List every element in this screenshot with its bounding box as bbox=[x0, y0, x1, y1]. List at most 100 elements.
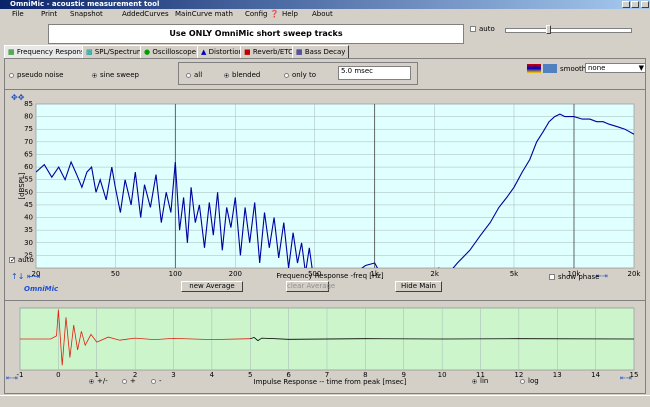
menu-item[interactable]: About bbox=[312, 10, 333, 18]
y-tick-label: 50 bbox=[24, 188, 33, 196]
menu-item[interactable]: Print bbox=[41, 10, 58, 18]
show-phase-label: show phase bbox=[558, 273, 600, 281]
time-value: 5.0 msec bbox=[341, 67, 373, 75]
smoothing-select[interactable]: none ▼ bbox=[585, 63, 646, 73]
y-tick-label: 55 bbox=[24, 176, 33, 184]
zoom-icons[interactable]: ✥✥ bbox=[11, 93, 25, 102]
x-tick-label: 9 bbox=[402, 371, 406, 379]
x-tick-label: 2k bbox=[430, 270, 439, 278]
radio-label: blended bbox=[232, 71, 261, 79]
tab-label: SPL/Spectrum bbox=[94, 48, 144, 56]
x-tick-label: 1k bbox=[370, 270, 379, 278]
radio-label: pseudo noise bbox=[17, 71, 64, 79]
menu-item[interactable]: Config bbox=[245, 10, 268, 18]
tab[interactable]: ■ Reverb/ETC bbox=[240, 45, 298, 59]
x-tick-label: 2 bbox=[133, 371, 137, 379]
radio-option[interactable]: log bbox=[520, 377, 539, 385]
radio-label: lin bbox=[480, 377, 489, 385]
radio-label: log bbox=[528, 377, 539, 385]
y-tick-label: 35 bbox=[24, 226, 33, 234]
x-tick-label: 13 bbox=[553, 371, 562, 379]
title-bar: OmniMic - acoustic measurement tool bbox=[0, 0, 650, 9]
pan-icons[interactable]: ⇤⇥ bbox=[620, 374, 632, 382]
curve bbox=[36, 113, 634, 268]
plot-lines bbox=[20, 309, 634, 366]
y-tick-label: 60 bbox=[24, 163, 33, 171]
pan-icons[interactable]: ↑↓ ⇤⇥ bbox=[11, 272, 41, 281]
clear-average-button[interactable]: clear Average bbox=[286, 281, 335, 292]
x-tick-label: 5 bbox=[248, 371, 252, 379]
x-tick-label: 10k bbox=[568, 270, 582, 278]
radio-option[interactable]: sine sweep bbox=[92, 71, 139, 79]
tab-label: Bass Decay bbox=[304, 48, 346, 56]
tab-label: Oscilloscope bbox=[152, 48, 196, 56]
tab-label: Distortion bbox=[208, 48, 243, 56]
auto-label: auto bbox=[18, 256, 34, 264]
x-tick-label: 50 bbox=[111, 270, 120, 278]
x-axis-label: Impulse Response -- time from peak [msec… bbox=[254, 378, 407, 386]
menu-item[interactable]: Snapshot bbox=[70, 10, 103, 18]
x-tick-label: 14 bbox=[591, 371, 600, 379]
y-axis-label: [dBSPL] bbox=[18, 172, 26, 199]
y-tick-label: 65 bbox=[24, 150, 33, 158]
menu-bar: File Print Snapshot AddedCurves MainCurv… bbox=[0, 9, 650, 20]
close-button[interactable] bbox=[641, 1, 649, 8]
plot-area bbox=[35, 103, 635, 269]
radio-option[interactable]: pseudo noise bbox=[9, 71, 63, 79]
button-label: new Average bbox=[189, 282, 235, 290]
auto-checkbox[interactable]: auto bbox=[470, 25, 495, 33]
minimize-button[interactable] bbox=[622, 1, 630, 8]
x-tick-label: 3 bbox=[171, 371, 175, 379]
radio-option[interactable]: all bbox=[186, 71, 202, 79]
tab[interactable]: ▲ Distortion bbox=[197, 45, 247, 59]
radio-option[interactable]: - bbox=[151, 377, 162, 385]
impulse-panel bbox=[5, 300, 645, 393]
x-tick-label: 12 bbox=[514, 371, 523, 379]
x-tick-label: 5k bbox=[510, 270, 519, 278]
plot-lines bbox=[36, 113, 634, 268]
tab[interactable]: ▦ Bass Decay bbox=[292, 45, 350, 59]
new-average-button[interactable]: new Average bbox=[181, 281, 243, 292]
show-phase-checkbox[interactable]: show phase bbox=[549, 273, 599, 281]
notice-text: Use ONLY OmniMic short sweep tracks bbox=[169, 29, 343, 38]
radio-label: all bbox=[194, 71, 203, 79]
help-icon: ❓ bbox=[270, 10, 279, 18]
x-axis-label: Frequency Response -freq [Hz] bbox=[276, 272, 384, 280]
radio-option[interactable]: + bbox=[122, 377, 136, 385]
icon[interactable] bbox=[527, 64, 541, 73]
x-tick-label: -1 bbox=[17, 371, 24, 379]
pan-icons[interactable]: ⇤⇥ bbox=[6, 374, 18, 382]
radio-label: only to bbox=[292, 71, 317, 79]
icon[interactable] bbox=[543, 64, 557, 73]
window-title: OmniMic - acoustic measurement tool bbox=[10, 0, 160, 8]
radio-option[interactable]: only to bbox=[284, 71, 316, 79]
curve bbox=[20, 309, 251, 366]
menu-item[interactable]: Help bbox=[282, 10, 298, 18]
auto-checkbox[interactable]: ✓ auto bbox=[9, 256, 34, 264]
hide-main-button[interactable]: Hide Main bbox=[395, 281, 442, 292]
menu-item[interactable]: MainCurve math bbox=[175, 10, 233, 18]
y-tick-label: 25 bbox=[24, 251, 33, 259]
radio-option[interactable]: blended bbox=[224, 71, 260, 79]
menu-item[interactable]: File bbox=[12, 10, 24, 18]
maximize-button[interactable] bbox=[631, 1, 639, 8]
x-tick-label: 200 bbox=[229, 270, 242, 278]
smoothing-value: none bbox=[588, 64, 606, 72]
radio-option[interactable]: +/- bbox=[89, 377, 108, 385]
auto-label: auto bbox=[479, 25, 495, 33]
x-tick-label: 100 bbox=[169, 270, 182, 278]
x-tick-label: 11 bbox=[476, 371, 485, 379]
slider-track[interactable] bbox=[505, 28, 632, 33]
y-tick-label: 80 bbox=[24, 113, 33, 121]
pan-icons[interactable]: ⇤⇥ bbox=[596, 272, 608, 280]
menu-item[interactable]: AddedCurves bbox=[122, 10, 169, 18]
radio-option[interactable]: lin bbox=[472, 377, 488, 385]
y-tick-label: 30 bbox=[24, 239, 33, 247]
x-tick-label: 7 bbox=[325, 371, 329, 379]
time-input[interactable]: 5.0 msec bbox=[338, 66, 411, 80]
x-tick-label: 500 bbox=[308, 270, 321, 278]
x-tick-label: 0 bbox=[56, 371, 60, 379]
slider-thumb[interactable] bbox=[546, 25, 551, 34]
x-tick-label: 4 bbox=[210, 371, 215, 379]
